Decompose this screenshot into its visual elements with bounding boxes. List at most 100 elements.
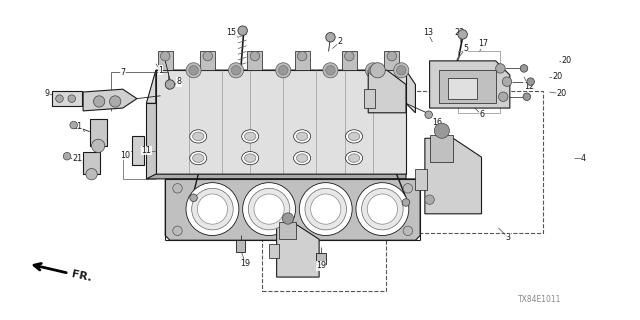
Text: 12: 12: [524, 82, 534, 91]
Ellipse shape: [242, 151, 259, 165]
Bar: [364, 89, 375, 108]
Ellipse shape: [346, 130, 362, 143]
Text: 11: 11: [141, 146, 151, 155]
Circle shape: [425, 111, 433, 118]
Bar: [200, 52, 215, 70]
Ellipse shape: [294, 151, 310, 165]
Circle shape: [362, 188, 403, 230]
Polygon shape: [156, 70, 415, 113]
Circle shape: [520, 65, 528, 72]
Text: 2: 2: [337, 37, 342, 46]
Circle shape: [186, 183, 239, 236]
Circle shape: [344, 52, 354, 61]
Circle shape: [300, 183, 352, 236]
Circle shape: [190, 194, 197, 202]
Circle shape: [523, 93, 531, 100]
Circle shape: [365, 63, 381, 78]
Ellipse shape: [244, 154, 256, 162]
Ellipse shape: [296, 132, 308, 141]
Circle shape: [203, 52, 212, 61]
Circle shape: [191, 188, 233, 230]
Text: 7: 7: [120, 68, 125, 77]
Bar: [342, 52, 357, 70]
Circle shape: [70, 121, 77, 129]
Bar: [132, 136, 143, 165]
Bar: [401, 91, 543, 233]
Circle shape: [394, 63, 409, 78]
Circle shape: [173, 226, 182, 236]
Circle shape: [238, 26, 248, 36]
Ellipse shape: [190, 151, 207, 165]
Text: 15: 15: [227, 28, 236, 37]
Ellipse shape: [242, 130, 259, 143]
Circle shape: [326, 33, 335, 42]
Bar: [439, 70, 496, 103]
Text: 1: 1: [158, 66, 163, 75]
Circle shape: [92, 139, 105, 152]
Circle shape: [161, 52, 170, 61]
Bar: [52, 91, 82, 106]
Circle shape: [323, 63, 338, 78]
Circle shape: [68, 95, 76, 102]
Circle shape: [109, 96, 121, 107]
Circle shape: [310, 194, 341, 224]
Polygon shape: [83, 89, 137, 111]
Bar: [83, 151, 100, 174]
Text: 8: 8: [177, 77, 182, 86]
Text: 20: 20: [557, 89, 567, 99]
Bar: [236, 240, 246, 252]
Polygon shape: [429, 61, 510, 108]
Text: 4: 4: [581, 154, 586, 163]
Circle shape: [189, 66, 198, 75]
Bar: [458, 52, 500, 113]
Text: 6: 6: [479, 110, 484, 119]
Circle shape: [278, 66, 288, 75]
Circle shape: [243, 183, 296, 236]
Bar: [449, 78, 477, 99]
Circle shape: [387, 52, 397, 61]
Circle shape: [63, 152, 71, 160]
Text: 21: 21: [72, 123, 83, 132]
Text: FR.: FR.: [71, 269, 93, 283]
Circle shape: [231, 66, 241, 75]
Polygon shape: [147, 174, 406, 179]
Circle shape: [397, 66, 406, 75]
Text: 18: 18: [203, 188, 212, 197]
Circle shape: [186, 63, 201, 78]
Circle shape: [496, 64, 505, 73]
Ellipse shape: [294, 130, 310, 143]
Polygon shape: [276, 225, 319, 277]
Circle shape: [368, 66, 378, 75]
Text: 19: 19: [241, 259, 250, 268]
Circle shape: [527, 78, 534, 85]
Text: 20: 20: [561, 56, 572, 65]
Bar: [156, 70, 406, 174]
Circle shape: [370, 63, 385, 78]
Circle shape: [305, 188, 346, 230]
Polygon shape: [147, 70, 406, 103]
Circle shape: [298, 52, 307, 61]
Circle shape: [173, 184, 182, 193]
Ellipse shape: [193, 154, 204, 162]
Text: 20: 20: [552, 72, 562, 81]
Text: 17: 17: [478, 39, 488, 48]
Circle shape: [282, 213, 294, 224]
Polygon shape: [368, 70, 406, 113]
Circle shape: [502, 77, 512, 86]
Bar: [316, 252, 326, 264]
Ellipse shape: [348, 132, 360, 141]
Text: 10: 10: [120, 151, 131, 160]
Ellipse shape: [244, 132, 256, 141]
Circle shape: [367, 194, 397, 224]
Circle shape: [93, 96, 105, 107]
Text: TX84E1011: TX84E1011: [518, 295, 562, 304]
Circle shape: [356, 183, 409, 236]
Ellipse shape: [348, 154, 360, 162]
Bar: [384, 52, 399, 70]
Circle shape: [86, 169, 97, 180]
Circle shape: [276, 63, 291, 78]
Bar: [280, 222, 296, 239]
Text: 22: 22: [454, 28, 465, 37]
Circle shape: [402, 199, 410, 206]
Circle shape: [254, 194, 284, 224]
